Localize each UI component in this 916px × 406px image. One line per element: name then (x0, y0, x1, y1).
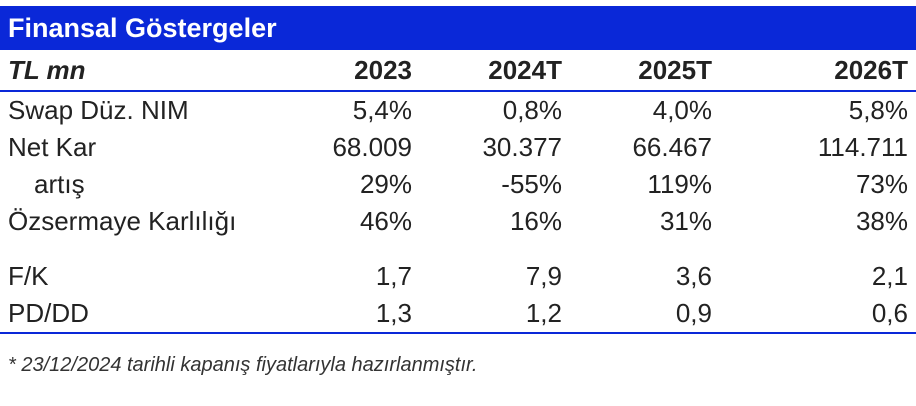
table-row-artis: artış 29% -55% 119% 73% (0, 166, 916, 203)
row-label: PD/DD (0, 295, 300, 334)
cell-value: 1,7 (375, 261, 412, 291)
cell-value: 30.377 (482, 132, 562, 162)
cell-value: 38% (855, 206, 908, 236)
cell-value: 31% (659, 206, 712, 236)
row-label: artış (34, 169, 85, 199)
cell-value: 0,8% (502, 95, 562, 125)
cell-value: 119% (647, 169, 712, 199)
cell-value: 7,9 (525, 261, 562, 291)
table-title-bar: Finansal Göstergeler (0, 6, 916, 50)
row-label: Özsermaye Karlılığı (8, 206, 237, 236)
cell-value: 68.009 (332, 132, 412, 162)
table-row-fk: F/K 1,7 7,9 3,6 2,1 (0, 258, 916, 295)
row-label: F/K (8, 261, 49, 291)
cell-value: 66.467 (632, 132, 712, 162)
table-title: Finansal Göstergeler (8, 13, 277, 43)
year-header: 2026T (720, 50, 916, 92)
year-header: 2023 (300, 50, 420, 92)
top-strip (0, 0, 916, 6)
cell-value: 3,6 (675, 261, 712, 291)
footnote: * 23/12/2024 tarihli kapanış fiyatlarıyl… (8, 354, 478, 376)
cell-value: 16% (509, 206, 562, 236)
cell-value: 46% (359, 206, 412, 236)
cell-value: 29% (359, 169, 412, 199)
table-row-net-kar: Net Kar 68.009 30.377 66.467 114.711 (0, 129, 916, 166)
spacer-row (0, 240, 916, 258)
cell-value: 2,1 (871, 261, 908, 291)
row-label: Swap Düz. NIM (8, 95, 189, 125)
table-row-swap-nim: Swap Düz. NIM 5,4% 0,8% 4,0% 5,8% (0, 91, 916, 129)
cell-value: 5,4% (352, 95, 412, 125)
table-row-ozsermaye: Özsermaye Karlılığı 46% 16% 31% 38% (0, 203, 916, 240)
table-row-pddd: PD/DD 1,3 1,2 0,9 0,6 (0, 295, 916, 334)
cell-value: 5,8% (848, 95, 908, 125)
unit-label: TL mn (0, 50, 300, 92)
header-row: TL mn 2023 2024T 2025T 2026T (0, 50, 916, 92)
year-header: 2024T (420, 50, 570, 92)
cell-value: 73% (855, 169, 908, 199)
cell-value: 1,3 (300, 295, 420, 334)
cell-value: 0,6 (720, 295, 916, 334)
row-label: Net Kar (8, 132, 97, 162)
financial-indicators-table: TL mn 2023 2024T 2025T 2026T Swap Düz. N… (0, 50, 916, 334)
cell-value: 0,9 (570, 295, 720, 334)
year-header: 2025T (570, 50, 720, 92)
cell-value: 114.711 (817, 132, 908, 162)
cell-value: 4,0% (652, 95, 712, 125)
cell-value: 1,2 (420, 295, 570, 334)
cell-value: -55% (501, 169, 562, 199)
